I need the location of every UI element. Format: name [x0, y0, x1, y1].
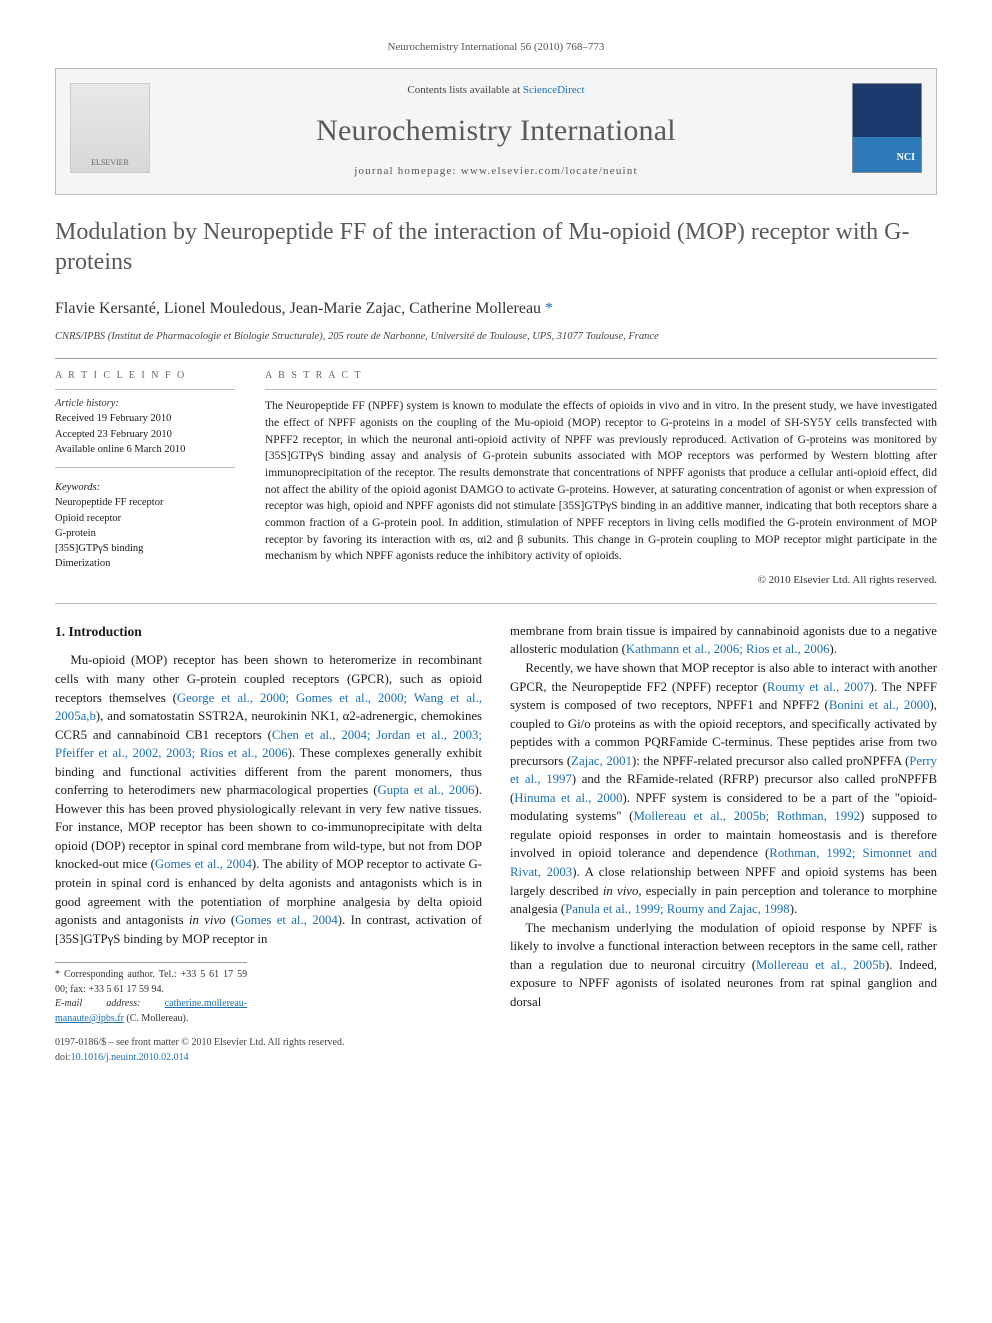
email-label: E-mail address:	[55, 998, 140, 1009]
journal-homepage-line: journal homepage: www.elsevier.com/locat…	[166, 164, 826, 180]
front-matter-line: 0197-0186/$ – see front matter © 2010 El…	[55, 1036, 482, 1051]
section-heading-introduction: 1. Introduction	[55, 622, 482, 642]
divider	[55, 603, 937, 604]
divider	[55, 467, 235, 468]
column-right: membrane from brain tissue is impaired b…	[510, 622, 937, 1065]
article-title: Modulation by Neuropeptide FF of the int…	[55, 217, 937, 277]
page: Neurochemistry International 56 (2010) 7…	[0, 0, 992, 1095]
copyright-line: © 2010 Elsevier Ltd. All rights reserved…	[265, 573, 937, 589]
doi-label: doi:	[55, 1052, 71, 1063]
contents-prefix: Contents lists available at	[407, 84, 522, 96]
abstract-block: A B S T R A C T The Neuropeptide FF (NPF…	[265, 369, 937, 589]
column-left: 1. Introduction Mu-opioid (MOP) receptor…	[55, 622, 482, 1065]
paragraph: Mu-opioid (MOP) receptor has been shown …	[55, 651, 482, 948]
italic-run: in vivo	[189, 913, 226, 927]
keyword: Opioid receptor	[55, 511, 235, 526]
paragraph: membrane from brain tissue is impaired b…	[510, 622, 937, 659]
elsevier-logo: ELSEVIER	[70, 83, 150, 173]
citation-link[interactable]: Panula et al., 1999; Roumy and Zajac, 19…	[565, 902, 790, 916]
corr-author-line: * Corresponding author. Tel.: +33 5 61 1…	[55, 968, 247, 997]
citation-link[interactable]: Mollereau et al., 2005b; Rothman, 1992	[633, 809, 860, 823]
history-online: Available online 6 March 2010	[55, 442, 235, 457]
body-columns: 1. Introduction Mu-opioid (MOP) receptor…	[55, 622, 937, 1065]
history-received: Received 19 February 2010	[55, 411, 235, 426]
doi-line: doi:10.1016/j.neuint.2010.02.014	[55, 1051, 482, 1066]
italic-run: in vivo	[603, 884, 639, 898]
text-run: ).	[790, 902, 797, 916]
divider	[55, 389, 235, 390]
doi-link[interactable]: 10.1016/j.neuint.2010.02.014	[71, 1052, 189, 1063]
paragraph: The mechanism underlying the modulation …	[510, 919, 937, 1012]
history-heading: Article history:	[55, 396, 235, 411]
keyword: Dimerization	[55, 556, 235, 571]
citation-link[interactable]: Mollereau et al., 2005b	[756, 958, 885, 972]
meta-abstract-row: A R T I C L E I N F O Article history: R…	[55, 369, 937, 589]
citation-link[interactable]: Bonini et al., 2000	[829, 698, 930, 712]
authors-text: Flavie Kersanté, Lionel Mouledous, Jean-…	[55, 300, 541, 317]
journal-name: Neurochemistry International	[166, 109, 826, 153]
journal-banner: ELSEVIER Contents lists available at Sci…	[55, 68, 937, 195]
keyword: G-protein	[55, 526, 235, 541]
keywords-heading: Keywords:	[55, 480, 235, 495]
running-header: Neurochemistry International 56 (2010) 7…	[55, 40, 937, 56]
abstract-label: A B S T R A C T	[265, 369, 937, 384]
keyword: Neuropeptide FF receptor	[55, 495, 235, 510]
citation-link[interactable]: Hinuma et al., 2000	[514, 791, 622, 805]
corresponding-mark: *	[545, 300, 553, 317]
sciencedirect-link[interactable]: ScienceDirect	[523, 84, 585, 96]
bottom-meta: 0197-0186/$ – see front matter © 2010 El…	[55, 1036, 482, 1065]
history-accepted: Accepted 23 February 2010	[55, 427, 235, 442]
journal-cover-thumbnail	[852, 83, 922, 173]
citation-link[interactable]: Gomes et al., 2004	[155, 857, 252, 871]
divider	[55, 358, 937, 359]
email-line: E-mail address: catherine.mollereau-mana…	[55, 997, 247, 1026]
email-suffix: (C. Mollereau).	[126, 1013, 188, 1024]
article-info-label: A R T I C L E I N F O	[55, 369, 235, 384]
article-info-block: A R T I C L E I N F O Article history: R…	[55, 369, 235, 589]
citation-link[interactable]: Gupta et al., 2006	[378, 783, 475, 797]
authors-line: Flavie Kersanté, Lionel Mouledous, Jean-…	[55, 297, 937, 320]
text-run: ).	[830, 642, 837, 656]
citation-link[interactable]: Kathmann et al., 2006; Rios et al., 2006	[626, 642, 830, 656]
citation-link[interactable]: Zajac, 2001	[571, 754, 632, 768]
contents-available-line: Contents lists available at ScienceDirec…	[166, 83, 826, 99]
text-run: (	[226, 913, 236, 927]
keyword: [35S]GTPγS binding	[55, 541, 235, 556]
affiliation: CNRS/IPBS (Institut de Pharmacologie et …	[55, 329, 937, 344]
text-run: ): the NPFF-related precursor also calle…	[632, 754, 909, 768]
abstract-text: The Neuropeptide FF (NPFF) system is kno…	[265, 398, 937, 565]
citation-link[interactable]: Roumy et al., 2007	[767, 680, 870, 694]
corresponding-footnote: * Corresponding author. Tel.: +33 5 61 1…	[55, 962, 247, 1026]
divider	[265, 389, 937, 390]
paragraph: Recently, we have shown that MOP recepto…	[510, 659, 937, 919]
citation-link[interactable]: Gomes et al., 2004	[235, 913, 338, 927]
